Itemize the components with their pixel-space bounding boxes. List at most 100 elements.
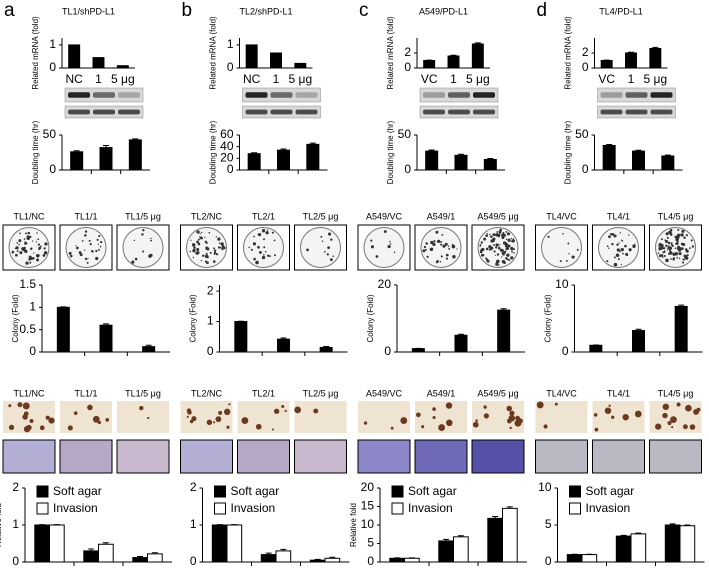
colony-dot xyxy=(390,243,392,245)
colony-dot xyxy=(25,262,28,265)
colony-dot xyxy=(36,232,38,234)
colony-dot xyxy=(511,241,512,242)
soft-agar-colony xyxy=(510,427,512,429)
colony-dot xyxy=(75,245,76,246)
soft-agar-colony xyxy=(218,411,222,415)
blot-band xyxy=(246,110,268,115)
y-tick-label: 20 xyxy=(361,480,375,494)
colony-dot xyxy=(682,259,683,260)
soft-agar-label: TL1/1 xyxy=(74,388,97,398)
bar xyxy=(390,558,405,562)
colony-dot xyxy=(15,246,18,249)
colony-dot xyxy=(150,240,152,242)
colony-dot xyxy=(679,252,682,255)
colony-dot xyxy=(435,231,438,234)
colony-dot xyxy=(36,259,39,262)
soft-agar-colony xyxy=(421,425,424,428)
soft-agar-colony xyxy=(432,407,436,411)
colony-label: TL2/5 μg xyxy=(303,211,339,221)
colony-dot xyxy=(272,232,274,234)
colony-dot xyxy=(85,230,87,232)
colony-dot xyxy=(628,234,629,235)
colony-dot xyxy=(36,241,37,242)
soft-agar-colony xyxy=(662,413,667,418)
colony-dot xyxy=(324,251,326,253)
colony-dot xyxy=(489,234,490,235)
colony-dot xyxy=(495,255,496,256)
legend-swatch xyxy=(570,486,581,497)
bar xyxy=(426,151,438,170)
colony-dot xyxy=(87,262,89,264)
colony-dot xyxy=(505,257,507,259)
soft-agar-colony xyxy=(224,409,230,415)
colony-dot xyxy=(92,251,94,253)
colony-dot xyxy=(253,258,256,261)
colony-dot xyxy=(433,240,435,242)
x-tick-label: 1 xyxy=(95,72,102,86)
colony-dot xyxy=(456,248,457,249)
colony-dot xyxy=(568,253,569,254)
colony-dot xyxy=(100,241,102,243)
colony-dot xyxy=(23,247,25,249)
colony-dot xyxy=(220,242,223,245)
colony-dish xyxy=(599,228,639,268)
soft-agar-colony xyxy=(187,416,189,418)
colony-dot xyxy=(217,237,220,240)
colony-dot xyxy=(675,252,676,253)
bar xyxy=(448,56,459,68)
colony-dot xyxy=(95,250,97,252)
colony-dot xyxy=(29,256,32,259)
legend-swatch xyxy=(215,486,226,497)
colony-dot xyxy=(422,249,425,252)
colony-dot xyxy=(190,240,191,241)
colony-dot xyxy=(148,254,151,257)
colony-dot xyxy=(43,255,45,257)
soft-agar-colony xyxy=(609,405,611,407)
invasion-photo xyxy=(536,440,588,473)
soft-agar-photo xyxy=(117,401,169,433)
colony-dot xyxy=(89,240,91,242)
colony-dot xyxy=(512,239,515,242)
bar xyxy=(129,140,141,170)
colony-dot xyxy=(671,245,673,247)
soft-agar-colony xyxy=(48,417,54,423)
colony-dot xyxy=(193,257,194,258)
legend-label: Soft agar xyxy=(231,484,280,498)
colony-dot xyxy=(662,256,664,258)
colony-dot xyxy=(95,257,98,260)
y-tick-label: 2 xyxy=(207,283,214,297)
y-axis-label: Colony (Fold) xyxy=(366,294,375,342)
colony-dot xyxy=(87,258,88,259)
colony-dot xyxy=(440,261,442,263)
colony-dot xyxy=(257,234,258,235)
colony-dot xyxy=(614,256,616,258)
y-tick-label: 2 xyxy=(190,480,197,494)
soft-agar-colony xyxy=(9,425,14,430)
colony-dot xyxy=(452,255,455,258)
colony-dot xyxy=(665,259,669,263)
soft-agar-colony xyxy=(241,417,248,424)
panel-letter: c xyxy=(359,0,369,21)
colony-dot xyxy=(448,248,450,250)
x-tick-label: 5 μg xyxy=(466,72,490,86)
soft-agar-colony xyxy=(313,409,318,414)
colony-dot xyxy=(248,247,250,249)
colony-dot xyxy=(497,253,499,255)
y-axis-label: Relative fold xyxy=(349,503,358,547)
bar xyxy=(650,49,661,69)
x-tick-label: VC xyxy=(421,72,438,86)
colony-dot xyxy=(616,254,619,257)
colony-dot xyxy=(327,253,329,255)
colony-dot xyxy=(496,231,498,233)
y-tick-label: 10 xyxy=(361,517,375,531)
soft-agar-colony xyxy=(272,428,274,430)
legend-swatch xyxy=(37,503,48,514)
soft-agar-colony xyxy=(693,409,699,415)
blot-band xyxy=(601,92,623,98)
colony-dot xyxy=(328,233,331,236)
soft-agar-colony xyxy=(24,426,30,432)
colony-dot xyxy=(503,234,506,237)
y-tick-label: 0 xyxy=(404,60,411,74)
y-tick-label: 5 xyxy=(367,536,374,550)
